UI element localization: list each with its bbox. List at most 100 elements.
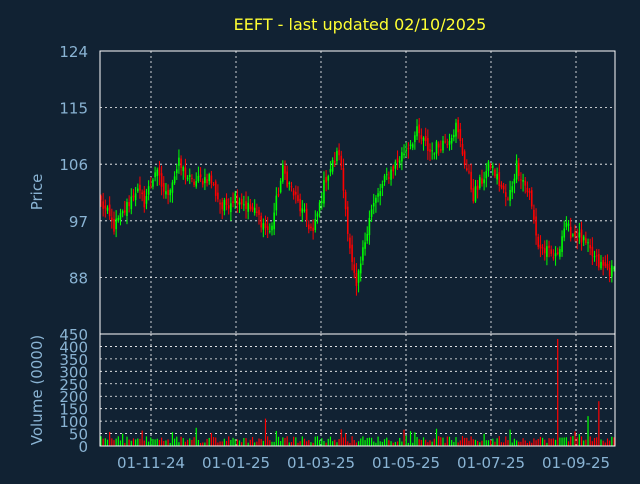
candle-body xyxy=(366,233,369,241)
candle-body xyxy=(457,119,459,133)
candle-body xyxy=(301,208,304,213)
volume-bar xyxy=(128,439,130,446)
candle-body xyxy=(416,126,418,137)
candle-body xyxy=(282,164,284,182)
volume-bar xyxy=(336,442,338,446)
candle-body xyxy=(353,264,356,273)
volume-bar xyxy=(541,437,544,446)
volume-bar xyxy=(503,442,505,446)
volume-bar xyxy=(102,438,104,446)
volume-bar xyxy=(349,442,351,446)
candle-body xyxy=(368,217,371,236)
candle-body xyxy=(217,192,219,200)
candle-body xyxy=(418,124,420,134)
x-ticks: 01-11-24 01-01-25 01-03-25 01-05-25 01-07-25… xyxy=(117,454,610,472)
candle-body xyxy=(184,167,187,178)
candle-body xyxy=(286,171,288,187)
volume-bar xyxy=(355,442,358,446)
price-candles xyxy=(100,117,615,296)
candle-body xyxy=(115,218,117,230)
volume-bar xyxy=(314,436,316,446)
candle-body xyxy=(156,169,159,177)
candle-body xyxy=(312,227,314,231)
candle-body xyxy=(572,234,574,236)
candle-body xyxy=(563,228,566,238)
candle-body xyxy=(243,204,245,206)
candle-body xyxy=(247,202,249,212)
volume-bar xyxy=(204,442,206,446)
volume-bar xyxy=(479,442,481,446)
volume-bar xyxy=(513,438,516,446)
volume-frame xyxy=(99,333,616,447)
candle-body xyxy=(600,261,602,269)
candle-body xyxy=(167,189,169,195)
volume-bar xyxy=(533,438,535,446)
volume-bar xyxy=(483,433,485,446)
volume-bar xyxy=(425,439,427,446)
candle-body xyxy=(130,196,133,210)
candle-body xyxy=(435,141,438,154)
candle-body xyxy=(602,259,604,266)
candle-body xyxy=(537,236,540,247)
candle-body xyxy=(295,191,297,195)
volume-bar xyxy=(184,441,187,446)
volume-bar xyxy=(453,441,455,446)
volume-bar xyxy=(267,436,269,446)
volume-bar xyxy=(396,441,399,446)
candle-body xyxy=(409,144,412,146)
volume-bar xyxy=(171,432,174,446)
candle-body xyxy=(613,267,615,269)
candle-body xyxy=(411,144,414,148)
candle-body xyxy=(338,149,340,156)
volume-bar xyxy=(416,436,418,446)
volume-bar xyxy=(472,439,474,446)
candle-body xyxy=(587,242,589,244)
volume-bar xyxy=(234,439,236,446)
volume-grid xyxy=(100,334,615,446)
candle-body xyxy=(188,174,191,177)
volume-bar xyxy=(442,437,444,446)
candle-body xyxy=(318,202,321,212)
volume-bar xyxy=(342,437,345,446)
candle-body xyxy=(236,194,239,205)
volume-bar xyxy=(606,438,609,446)
volume-bar xyxy=(247,442,249,446)
candle-body xyxy=(507,198,509,200)
volume-bar xyxy=(332,441,334,446)
price-tick-label: 106 xyxy=(59,156,88,174)
candle-body xyxy=(102,201,104,209)
candle-body xyxy=(401,152,403,162)
volume-bar xyxy=(154,439,156,446)
candle-body xyxy=(111,217,113,221)
volume-bar xyxy=(139,438,141,446)
price-tick-label: 88 xyxy=(69,269,88,287)
volume-bar xyxy=(505,436,507,446)
volume-bar xyxy=(135,439,137,446)
candle-body xyxy=(206,179,208,184)
candle-body xyxy=(100,196,102,200)
volume-bar xyxy=(122,433,124,446)
chart-title: EEFT - last updated 02/10/2025 xyxy=(234,15,487,34)
volume-bar xyxy=(117,436,119,446)
candle-body xyxy=(604,262,607,267)
volume-bar xyxy=(186,439,189,446)
candle-body xyxy=(468,171,470,173)
volume-bar xyxy=(578,434,580,446)
volume-bar xyxy=(215,437,217,446)
volume-bar xyxy=(433,438,435,446)
volume-bar xyxy=(420,439,422,446)
candle-body xyxy=(342,168,345,191)
candle-body xyxy=(158,167,161,176)
volume-bar xyxy=(299,441,301,446)
candle-body xyxy=(567,223,570,226)
volume-bar xyxy=(319,440,321,446)
volume-bar xyxy=(407,442,409,446)
volume-tick-label: 250 xyxy=(59,376,88,394)
candle-body xyxy=(204,177,206,184)
candle-body xyxy=(403,153,405,156)
candle-body xyxy=(230,203,232,213)
volume-bar xyxy=(403,429,405,446)
volume-bar xyxy=(422,437,425,446)
candle-body xyxy=(466,168,468,171)
